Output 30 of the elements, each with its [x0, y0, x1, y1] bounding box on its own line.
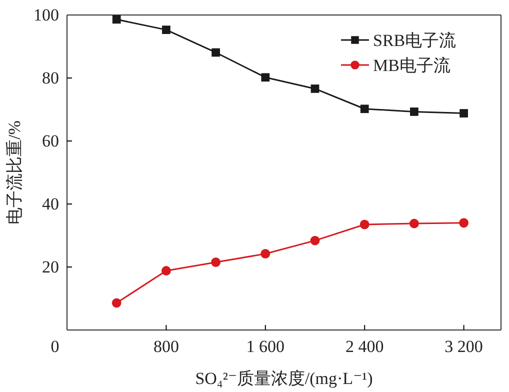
point — [459, 218, 469, 228]
x-tick-label: 1 600 — [246, 337, 285, 356]
legend-label: MB电子流 — [373, 56, 450, 75]
point — [260, 249, 270, 258]
point — [409, 218, 419, 228]
point — [360, 104, 369, 114]
x-tick-label: 3 200 — [444, 337, 483, 356]
point — [161, 266, 171, 276]
point — [460, 109, 468, 118]
y-tick-label: 100 — [34, 5, 59, 24]
point — [162, 26, 170, 34]
point — [112, 298, 122, 308]
point — [261, 73, 270, 82]
x-tick-label: 800 — [153, 337, 179, 356]
point — [211, 258, 221, 267]
point — [310, 84, 320, 93]
point — [112, 15, 121, 24]
point — [360, 220, 370, 230]
point — [310, 236, 320, 246]
point — [410, 108, 418, 116]
x-tick-label: 0 — [50, 337, 60, 356]
legend-label: SRB电子流 — [373, 31, 456, 50]
x-axis-title: SO₄²⁻质量浓度/(mg·L⁻¹) — [195, 369, 373, 388]
y-tick-label: 20 — [42, 257, 59, 276]
x-tick-label: 2 400 — [345, 337, 384, 356]
y-axis-title: 电子流比重/% — [5, 120, 24, 224]
y-tick-label: 60 — [42, 131, 59, 150]
point — [212, 48, 220, 57]
y-tick-label: 80 — [42, 68, 59, 88]
y-tick-label: 40 — [42, 194, 59, 214]
